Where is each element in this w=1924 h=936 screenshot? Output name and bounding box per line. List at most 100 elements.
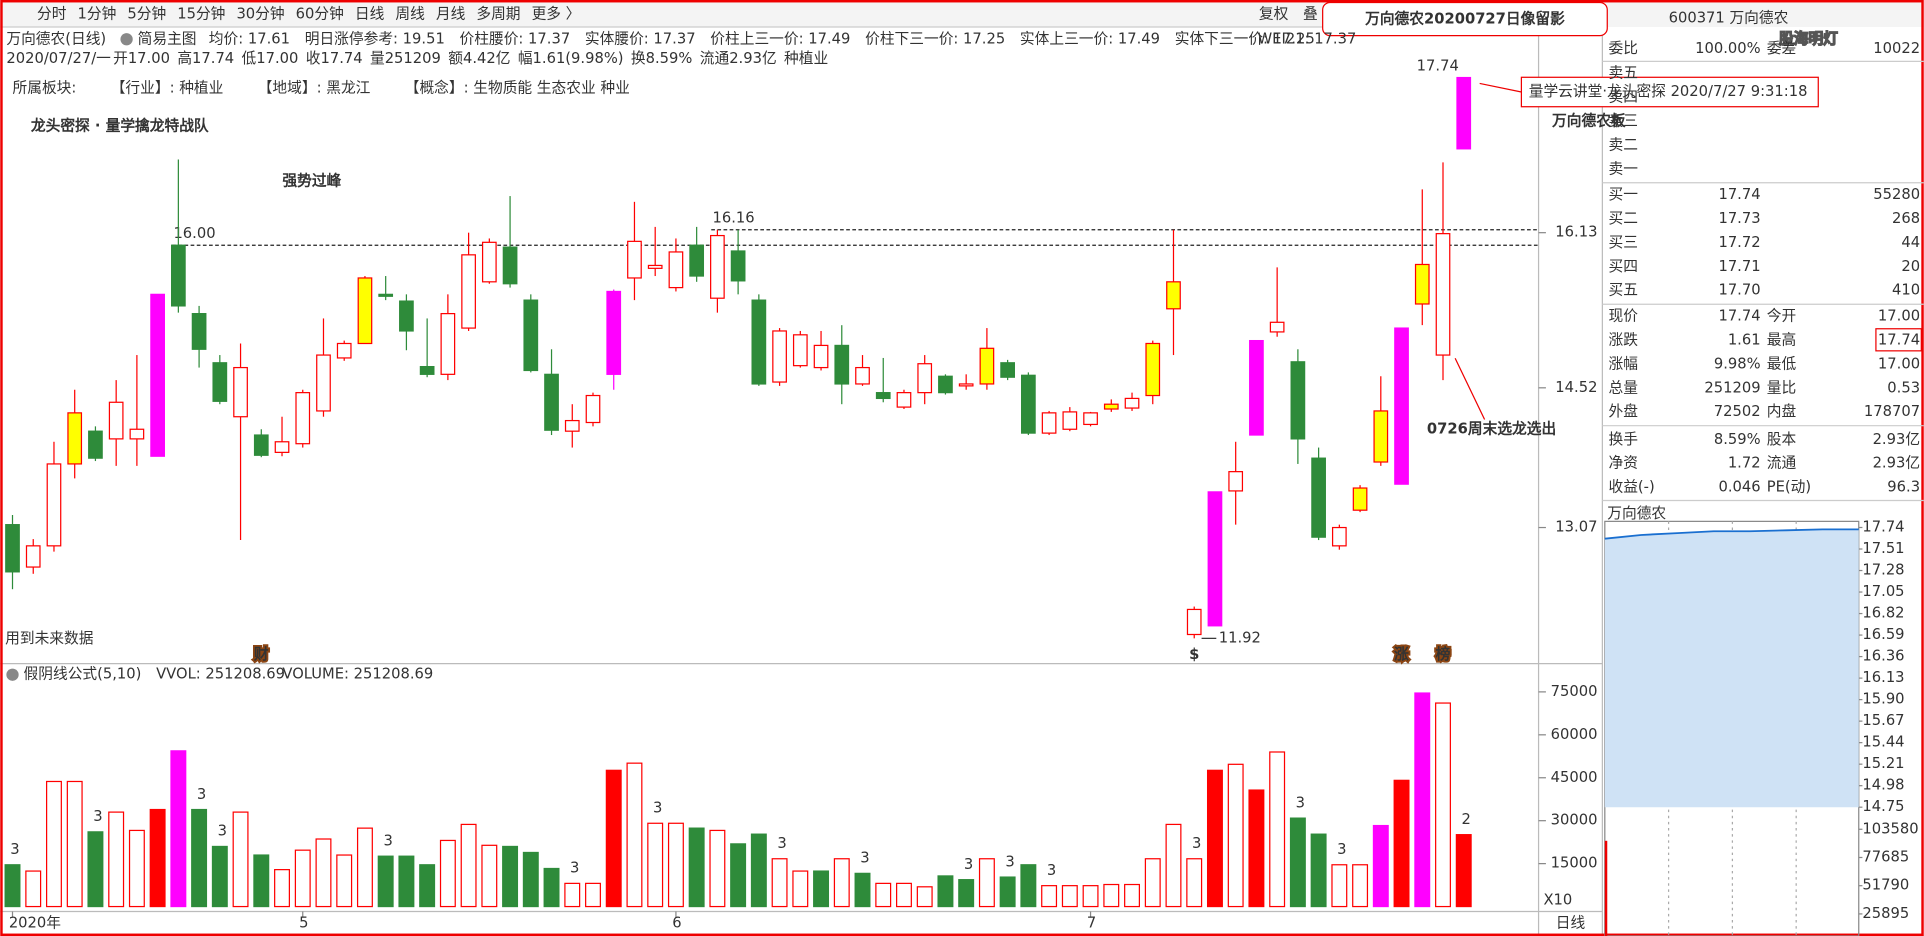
candle-body [751,299,767,385]
candle-body [88,430,103,459]
candle-body [896,392,912,408]
tab[interactable]: 15分钟 [177,6,225,23]
tab[interactable]: 更多 〉 [532,6,581,23]
info-item: 换8.59% [631,50,692,67]
candle-body [1228,471,1244,492]
tab[interactable]: 月线 [436,6,466,23]
candle-body [792,334,808,367]
tab[interactable]: 多周期 [476,6,520,23]
info-item: 量251209 [370,50,441,67]
price-label: 16.16 [712,210,754,227]
info-item: 明日涨停参考: 19.51 [305,30,445,47]
unit: X10 [1543,891,1572,908]
volume-bar [274,869,290,908]
volume-label: 3 [1337,841,1346,858]
tab[interactable]: 日线 [355,6,385,23]
volume-bar [522,851,539,908]
stock-name: 万向德农(日线) [6,29,106,47]
candle-body [1103,403,1119,410]
volume-bar [709,829,726,908]
quote-text: 内盘 [1767,402,1797,420]
info-item: 实体上三一价: 17.49 [1020,30,1160,47]
marker: 榜 [1436,645,1451,663]
button[interactable]: 叠 [1303,6,1318,23]
candle-body [668,251,684,289]
quote-text: 100.00% [1695,40,1761,57]
quote-text: 量比 [1767,379,1796,396]
y-tick-label: 17.28 [1862,562,1904,579]
y-tick-label: 15000 [1551,855,1598,872]
indicator: 简易主图 [138,30,197,47]
tab[interactable]: 分时 [37,6,67,23]
candle-body [399,300,414,332]
candle-body [1414,263,1430,305]
y-tick-label: 17.74 [1862,518,1904,535]
stock-header: 600371 万向德农 [1669,8,1789,26]
info-item: 价柱上三一价: 17.49 [710,30,850,47]
info-item: 价柱下三一价: 17.25 [865,30,1005,47]
volume-bar [1165,823,1182,908]
volume-bar [916,886,933,908]
note: 万向德农板 [1551,111,1626,129]
volume-bar [1414,692,1431,908]
tab[interactable]: 60分钟 [296,6,344,23]
quote-text: 20 [1901,258,1920,275]
info-item: 收17.74 [306,50,363,67]
quote-text: 卖三 [1608,112,1637,129]
volume-bar [1455,834,1472,908]
volume-bar [1103,883,1120,908]
candle-body [357,277,373,345]
candle-body [979,347,995,385]
quote-text: 买四 [1608,258,1637,275]
quote-text: 流通 [1767,455,1797,472]
volume-bar [1310,833,1327,908]
volume-bar [626,762,643,908]
candle-body [1352,487,1368,511]
quote-text: 股本 [1767,431,1797,448]
headline: 强势过峰 [282,172,341,190]
x-tick-label: 7 [1087,915,1096,932]
candle-body [108,401,124,440]
candle-body [46,463,62,547]
candle-body [25,545,41,568]
tab[interactable]: 1分钟 [78,6,117,23]
candle-body [1207,491,1223,627]
tab[interactable]: 周线 [395,6,425,23]
tab[interactable]: 30分钟 [236,6,284,23]
volume-legend: 假阴线公式(5,10) [24,666,142,683]
y-tick-label: 14.75 [1862,798,1904,815]
volume-label: 3 [570,860,579,877]
volume-bar [356,827,373,908]
volume-label: 3 [1296,794,1305,811]
volume-label: 3 [860,850,869,867]
volume-label: 3 [197,786,206,803]
volume-bar [1435,702,1451,908]
y-tick-label: 16.13 [1862,669,1904,686]
candle-body [1145,342,1161,397]
watermark: 股海明灯 [1779,29,1838,47]
note: 用到未来数据 [5,630,94,647]
volume-bar [896,882,912,908]
button[interactable]: 复权 [1259,5,1289,23]
tab[interactable]: 5分钟 [127,6,166,23]
candle-body [1166,281,1181,310]
candle-body [1041,412,1057,434]
candle-body [191,313,207,350]
candle-body [171,244,186,307]
volume-bar [647,822,664,908]
volume-bar [730,843,747,908]
volume-bar [1352,864,1369,908]
quote-text: 17.00 [1878,355,1920,372]
price-area [1604,529,1859,808]
volume-bar [294,849,311,908]
volume-bar [66,780,83,908]
candle-body [710,234,725,299]
quote-text: 买三 [1608,234,1637,251]
quote-text: 9.98% [1714,355,1761,372]
volume-bar [232,811,249,908]
volume-bar [1227,763,1244,908]
quote-text: 买二 [1608,210,1637,227]
arrow [1479,82,1522,93]
candle-body [274,441,290,453]
